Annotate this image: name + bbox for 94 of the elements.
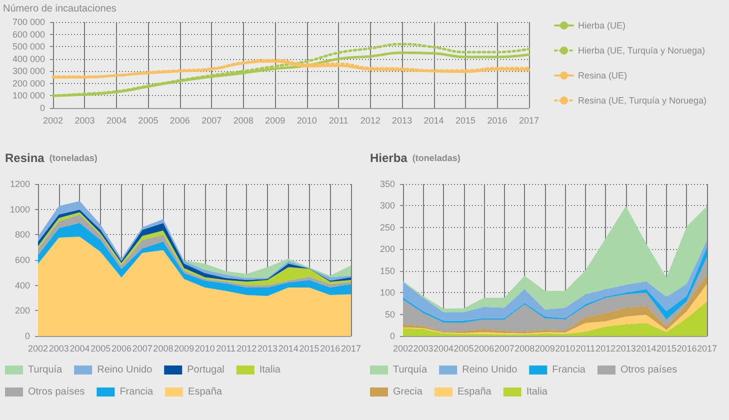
legend-label: Reino Unido [462,364,518,376]
x-tick-label: 2014 [278,344,298,354]
x-tick-label: 2002 [28,344,48,354]
legend-label: Hierba (UE) [578,20,626,30]
x-tick-label: 2016 [487,116,508,126]
chart-subtitle: (toneladas) [49,153,98,163]
legend-label: Otros países [620,364,678,376]
x-tick-label: 2003 [74,116,95,126]
x-tick-label: 2016 [320,344,340,354]
x-tick-label: 2012 [236,344,257,354]
y-tick-label: 50 [384,309,395,320]
y-tick-label: 800 [14,230,30,240]
legend-label: España [457,386,492,398]
y-tick-label: 250 [380,222,395,232]
x-tick-label: 2003 [413,344,434,354]
x-tick-label: 2008 [153,344,174,354]
x-tick-label: 2009 [534,344,555,354]
y-tick-label: 100 000 [12,90,45,101]
y-tick-label: 200 [14,306,30,316]
x-tick-label: 2013 [392,116,412,126]
legend-label: Reino Unido [97,364,153,376]
legend-label: Italia [526,386,548,398]
x-tick-label: 2012 [596,344,616,354]
y-tick-label: 600 000 [12,29,45,40]
legend-label: Grecia [393,386,423,398]
x-tick-label: 2011 [576,344,596,354]
x-tick-label: 2011 [216,344,236,354]
y-tick-label: 600 [14,255,30,265]
x-tick-label: 2004 [70,344,90,354]
x-tick-label: 2008 [514,344,535,354]
chart-title: Hierba [370,151,408,165]
y-tick-label: 350 [380,179,395,189]
x-tick-label: 2005 [454,344,474,354]
legend-label: Italia [259,364,281,376]
x-tick-label: 2017 [696,344,718,354]
y-tick-label: 200 000 [12,78,45,88]
x-tick-label: 2016 [676,344,697,354]
y-tick-label: 200 [380,244,395,254]
x-tick-label: 2009 [265,116,286,126]
x-tick-label: 2004 [434,344,454,354]
x-tick-label: 2002 [392,344,414,354]
legend-label: España [188,386,222,398]
legend-label: Resina (UE, Turquía y Noruega) [578,96,707,106]
y-tick-label: 100 [380,288,395,298]
y-tick-label: 700 000 [12,17,45,27]
y-axis-title: Número de incautaciones [3,4,116,14]
x-tick-label: 2015 [656,344,676,354]
y-tick-label: 0 [390,331,395,341]
y-tick-label: 150 [380,266,395,276]
y-tick-label: 1000 [10,204,30,214]
x-tick-label: 2017 [518,116,540,126]
x-tick-label: 2002 [42,116,64,126]
x-tick-label: 2015 [456,116,476,126]
y-tick-label: 0 [40,103,45,113]
x-tick-label: 2004 [106,116,126,126]
x-tick-label: 2014 [636,344,656,354]
x-tick-label: 2010 [296,116,317,126]
x-tick-label: 2013 [258,344,278,354]
y-tick-label: 400 000 [12,54,45,64]
x-tick-label: 2005 [138,116,158,126]
x-tick-label: 2006 [111,344,132,354]
legend-label: Francia [120,386,154,398]
y-tick-label: 0 [24,331,30,341]
y-tick-label: 400 [14,280,30,290]
x-tick-label: 2010 [194,344,215,354]
y-tick-label: 300 000 [12,66,45,76]
x-tick-label: 2008 [233,116,254,126]
x-tick-label: 2006 [170,116,190,126]
legend-label: Turquía [393,364,428,376]
y-tick-label: 500 000 [12,42,45,52]
chart-subtitle: (toneladas) [412,153,460,163]
x-tick-label: 2005 [90,344,111,354]
chart-title: Resina [5,151,45,165]
x-tick-label: 2007 [202,116,222,126]
x-tick-label: 2006 [474,344,494,354]
x-tick-label: 2009 [174,344,194,354]
legend-label: Portugal [187,364,224,376]
legend-label: Turquía [28,364,63,376]
x-tick-label: 2003 [48,344,69,354]
x-tick-label: 2012 [360,116,380,126]
x-tick-label: 2010 [555,344,576,354]
x-tick-label: 2014 [424,116,444,126]
legend-label: Resina (UE) [578,70,628,80]
x-tick-label: 2011 [328,116,348,126]
legend-label: Otros países [28,386,85,398]
x-tick-label: 2007 [494,344,514,354]
x-tick-label: 2013 [616,344,636,354]
x-tick-label: 2017 [340,344,362,354]
legend-label: Francia [552,364,586,376]
legend-label: Hierba (UE, Turquía y Noruega) [578,46,706,56]
y-tick-label: 300 [380,200,395,211]
x-tick-label: 2007 [132,344,152,354]
x-tick-label: 2015 [299,344,320,354]
y-tick-label: 1200 [10,179,30,189]
